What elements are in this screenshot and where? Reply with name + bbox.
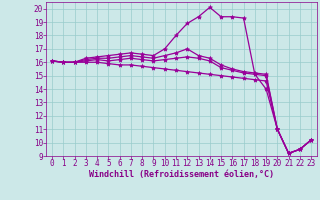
- X-axis label: Windchill (Refroidissement éolien,°C): Windchill (Refroidissement éolien,°C): [89, 170, 274, 179]
